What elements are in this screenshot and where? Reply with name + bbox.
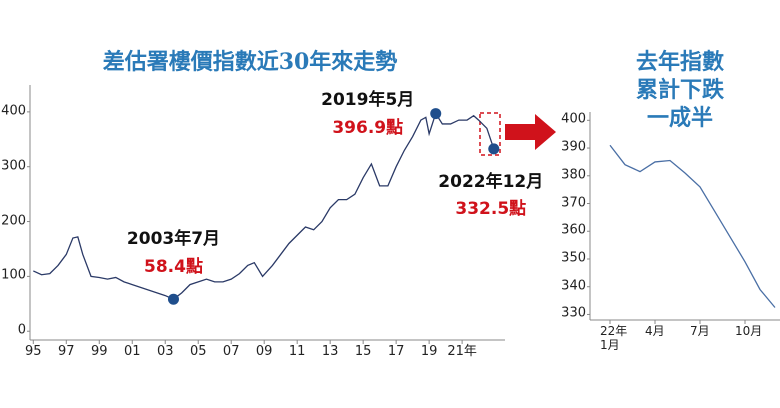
x-tick-label: 10月 (735, 324, 763, 338)
x-tick-label: 01 (123, 344, 141, 359)
y-tick-label: 370 (561, 195, 586, 211)
annotation-label: 2022年12月 (438, 172, 544, 193)
x-tick-label: 22年 1月 (600, 324, 628, 352)
highlight-point (488, 143, 500, 155)
annotation-value: 332.5點 (455, 199, 527, 220)
x-tick-label: 07 (222, 344, 240, 359)
line (33, 112, 495, 300)
chart-title: 去年指數 累計下跌一成半 (635, 49, 724, 131)
annotation-value: 58.4點 (144, 257, 203, 278)
x-tick-label: 11 (288, 344, 306, 359)
y-tick-label: 400 (1, 103, 26, 119)
highlight-box (479, 112, 501, 156)
y-tick-label: 360 (561, 222, 586, 238)
annotation-label: 2019年5月 (321, 89, 415, 110)
y-tick-label: 300 (1, 158, 26, 174)
y-tick-label: 390 (561, 139, 586, 155)
y-tick-label: 340 (561, 278, 586, 294)
x-tick-label: 17 (387, 344, 405, 359)
y-tick-label: 330 (561, 305, 586, 321)
annotation-label: 2003年7月 (126, 229, 221, 250)
x-tick-label: 13 (321, 344, 339, 359)
x-tick-label: 97 (58, 344, 75, 359)
y-tick-label: 400 (561, 111, 586, 127)
y-tick-label: 200 (1, 213, 26, 229)
x-tick-label: 09 (255, 344, 273, 359)
y-tick-label: 0 (17, 322, 26, 338)
y-tick-label: 100 (1, 267, 26, 283)
annotation-value: 396.9點 (332, 117, 404, 138)
arrow (505, 114, 556, 150)
x-tick-label: 03 (156, 344, 174, 359)
x-tick-label: 95 (25, 344, 42, 359)
x-tick-label: 05 (189, 344, 207, 359)
line (609, 144, 776, 308)
highlight-point (430, 108, 442, 120)
y-tick-label: 380 (561, 167, 586, 183)
x-tick-label: 19 (420, 344, 438, 359)
x-tick-label: 21年 (447, 344, 477, 359)
x-tick-label: 99 (90, 344, 108, 359)
x-tick-label: 4月 (645, 324, 665, 338)
highlight-point (167, 293, 179, 305)
x-tick-label: 15 (354, 344, 372, 359)
y-tick-label: 350 (561, 250, 586, 266)
chart-title: 差估署樓價指數近30年來走勢 (102, 49, 398, 75)
x-tick-label: 7月 (690, 324, 710, 338)
